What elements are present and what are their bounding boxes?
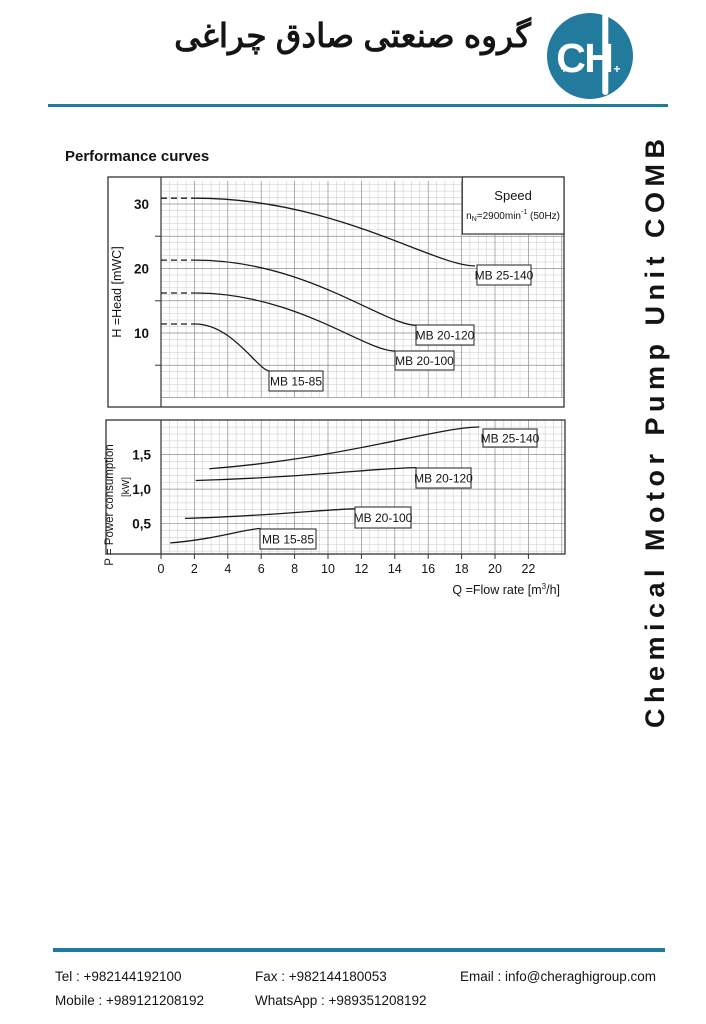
svg-text:6: 6 [258,562,265,576]
svg-text:MB 20-100: MB 20-100 [354,511,413,525]
svg-text:0,5: 0,5 [132,517,151,532]
svg-text:[kW]: [kW] [121,477,132,497]
svg-text:10: 10 [321,562,335,576]
svg-text:MB 20-120: MB 20-120 [416,329,475,343]
svg-text:P = Power consumption: P = Power consumption [104,444,116,566]
svg-text:1,0: 1,0 [132,482,151,497]
svg-text:18: 18 [455,562,469,576]
svg-text:Speed: Speed [494,188,532,203]
svg-text:MB 20-100: MB 20-100 [395,354,454,368]
svg-text:H =Head [mWC]: H =Head [mWC] [110,246,124,337]
svg-text:30: 30 [134,197,149,212]
svg-text:22: 22 [521,562,535,576]
svg-text:MB 15-85: MB 15-85 [270,375,322,389]
svg-text:1,5: 1,5 [132,448,151,463]
svg-text:12: 12 [354,562,368,576]
svg-text:MB 25-140: MB 25-140 [481,432,540,446]
svg-text:MB 20-120: MB 20-120 [414,472,473,486]
svg-text:2: 2 [191,562,198,576]
svg-text:16: 16 [421,562,435,576]
svg-text:10: 10 [134,326,149,341]
svg-text:Q =Flow rate [m3/h]: Q =Flow rate [m3/h] [452,582,560,597]
svg-text:20: 20 [488,562,502,576]
svg-text:MB 25-140: MB 25-140 [475,269,534,283]
svg-text:14: 14 [388,562,402,576]
svg-text:4: 4 [224,562,231,576]
svg-text:20: 20 [134,262,149,277]
svg-text:0: 0 [158,562,165,576]
svg-text:nN=2900min-1 (50Hz): nN=2900min-1 (50Hz) [466,209,560,223]
svg-text:MB 15-85: MB 15-85 [262,533,314,547]
svg-text:8: 8 [291,562,298,576]
